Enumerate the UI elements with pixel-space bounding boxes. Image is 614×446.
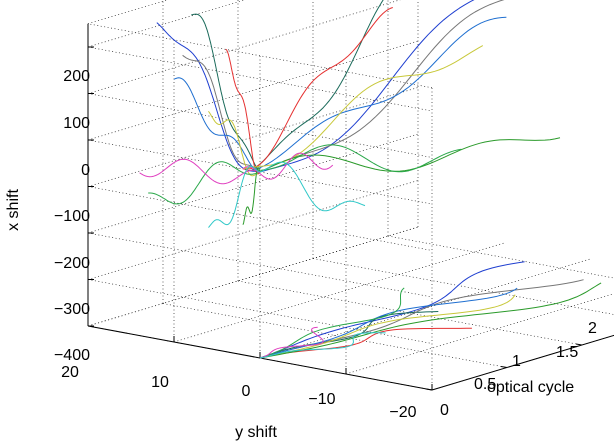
z-tick-label: 200 (63, 68, 90, 85)
series-line-floor (259, 282, 602, 359)
grid-line (173, 242, 505, 343)
series-line-side (259, 0, 475, 173)
x-axis-title: optical cycle (487, 379, 574, 396)
grid-line (431, 335, 614, 391)
series-line-floor (259, 279, 584, 359)
y-tick-label: −10 (308, 391, 335, 408)
series-line-floor (259, 326, 324, 359)
curve-layer (139, 0, 602, 359)
y-tick-label: 0 (242, 383, 251, 400)
series-line-floor (259, 287, 518, 359)
grid-line (387, 235, 614, 279)
grid-line (87, 133, 419, 234)
grid-line (345, 293, 614, 375)
z-tick-label: 100 (63, 115, 90, 132)
series-line-wall (156, 22, 261, 173)
series-line-wall (191, 13, 261, 173)
series-line-side (251, 16, 507, 171)
x-tick-label: 1 (512, 353, 521, 370)
series-line-wall (139, 158, 261, 185)
series-line-side (242, 7, 393, 170)
z-tick-label: −300 (54, 301, 90, 318)
tick-mark (425, 388, 433, 391)
z-tick-label: −100 (54, 208, 90, 225)
x-tick-label: 1.5 (556, 344, 578, 361)
grid-line (87, 226, 419, 327)
series-line-wall (148, 161, 261, 205)
series-line-wall (225, 48, 261, 175)
axis-layer (87, 23, 614, 391)
y-tick-label: −20 (389, 404, 416, 421)
grid-line (87, 0, 169, 25)
z-tick-label: −200 (54, 255, 90, 272)
x-tick-label: 0.5 (474, 376, 496, 393)
z-tick-label: 0 (81, 162, 90, 179)
grid-line (87, 180, 419, 280)
series-line-floor (259, 294, 516, 359)
x-axis-line (431, 334, 614, 391)
grid-line (87, 40, 419, 141)
y-tick-label: 10 (151, 374, 169, 391)
series-line-side (251, 0, 384, 171)
y-tick-label: 20 (61, 364, 79, 381)
grid-line (87, 23, 433, 89)
series-line-side (259, 161, 366, 212)
tick-label-layer: 200 100 0 −100 −200 −300 −400 20 10 0 −1… (54, 68, 597, 421)
series-line-wall (182, 54, 261, 173)
grid-line (87, 87, 419, 187)
series-line-side (259, 137, 561, 173)
series-line-floor (259, 332, 386, 359)
grid-line (87, 0, 246, 48)
grid-line (312, 258, 614, 315)
series-line-wall (173, 77, 261, 173)
series-line-wall (242, 167, 261, 225)
x-tick-label: 2 (588, 320, 597, 337)
series-line-side (251, 144, 462, 173)
z-axis-title: x shift (5, 189, 22, 231)
x-tick-label: 0 (440, 402, 449, 419)
tick-mark (500, 366, 508, 368)
tick-mark (575, 343, 583, 346)
z-tick-label: −400 (54, 347, 90, 364)
series-line-wall (208, 165, 261, 228)
y-axis-title: y shift (235, 424, 277, 441)
grid-line (87, 0, 401, 94)
series-line-wall (208, 110, 261, 177)
series-line-side (242, 152, 334, 180)
series-line-side (259, 0, 505, 173)
